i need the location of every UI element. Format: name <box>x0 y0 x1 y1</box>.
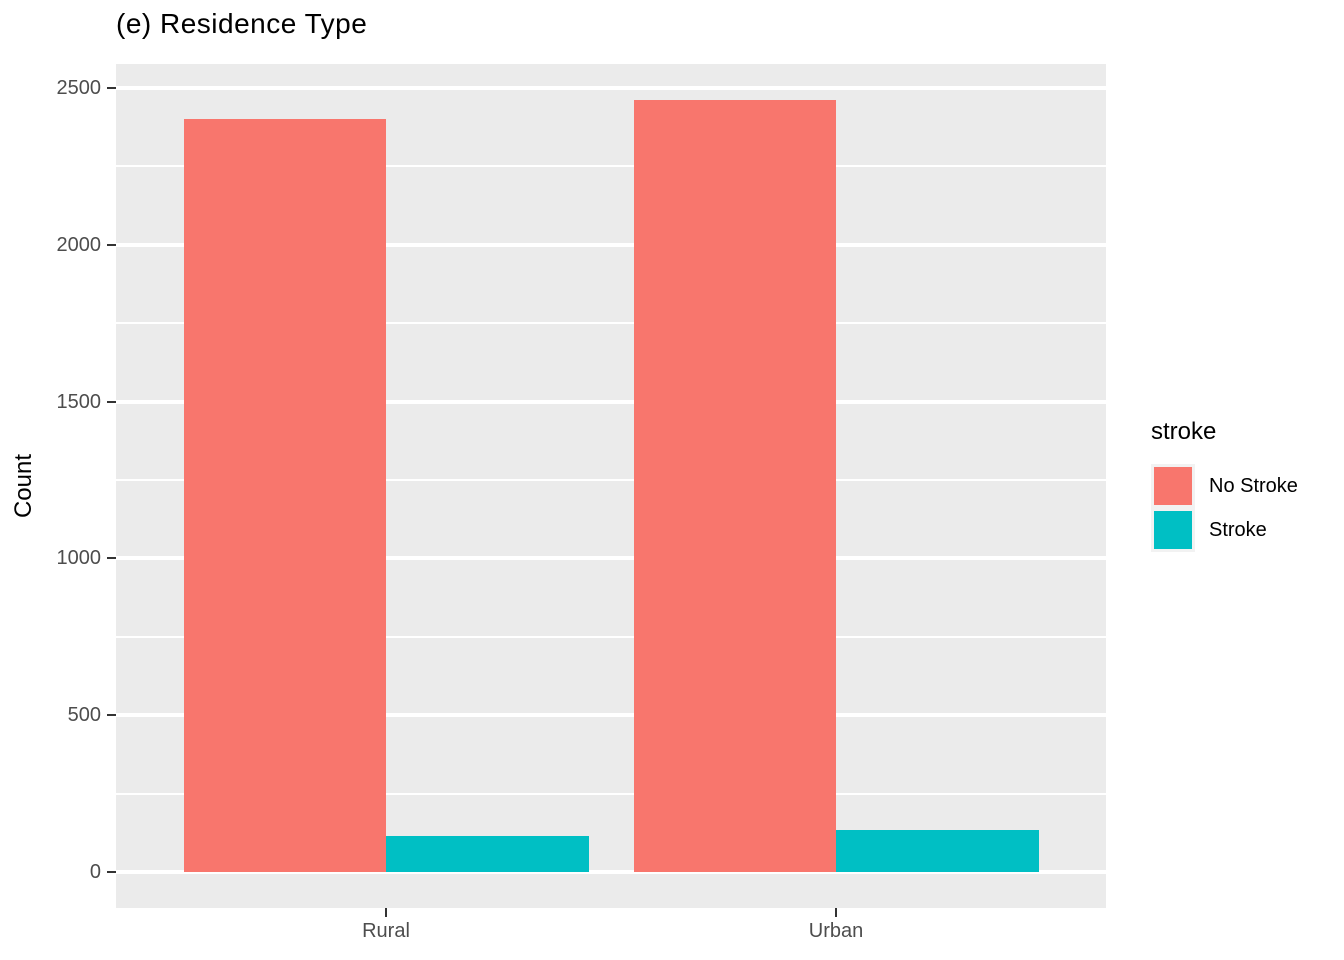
y-axis-tick-label: 500 <box>67 704 101 727</box>
stroke-swatch <box>1154 511 1192 549</box>
legend-key <box>1151 508 1195 552</box>
y-axis-tick-label: 2000 <box>56 233 102 256</box>
gridline-major <box>116 870 1106 874</box>
y-axis-tick-label: 2500 <box>56 77 102 99</box>
chart-title: (e) Residence Type <box>116 8 368 39</box>
legend-title: stroke <box>1151 418 1217 445</box>
gridline-major <box>116 242 1106 247</box>
y-axis-tick <box>107 400 116 403</box>
y-axis-tick <box>107 714 116 717</box>
gridline-minor <box>116 322 1106 325</box>
legend-item-label: No Stroke <box>1209 474 1298 497</box>
no-stroke-swatch <box>1154 467 1192 505</box>
gridline-minor <box>116 479 1106 481</box>
bar-rural-no-stroke <box>183 119 386 872</box>
legend: stroke No Stroke Stroke <box>1151 418 1298 552</box>
y-axis-tick-label: 1000 <box>56 547 102 570</box>
y-axis-tick <box>107 871 116 873</box>
y-axis-tick-label: 0 <box>89 861 101 883</box>
legend-item-no-stroke: No Stroke <box>1151 464 1298 508</box>
y-axis-tick <box>107 557 116 560</box>
gridline-major <box>116 713 1106 718</box>
gridline-major <box>116 556 1106 561</box>
bar-urban-stroke <box>836 829 1039 872</box>
bar-rural-stroke <box>386 836 589 872</box>
legend-item-stroke: Stroke <box>1151 508 1298 552</box>
legend-key <box>1151 464 1195 508</box>
y-axis-tick <box>107 87 116 89</box>
bar-urban-no-stroke <box>633 100 836 872</box>
gridline-major <box>116 399 1106 404</box>
x-axis-label: Urban <box>808 920 864 942</box>
gridline-minor <box>116 165 1106 168</box>
x-axis-label: Rural <box>362 920 410 942</box>
gridline-major <box>116 86 1106 90</box>
gridline-minor <box>116 792 1106 795</box>
legend-item-label: Stroke <box>1209 518 1267 541</box>
y-axis-tick <box>107 243 116 246</box>
plot-panel <box>116 64 1106 908</box>
x-axis-tick <box>385 908 387 917</box>
y-axis-tick-label: 1500 <box>56 390 102 413</box>
y-axis-title: Count <box>10 453 37 519</box>
x-axis-tick <box>835 908 837 917</box>
gridline-minor <box>116 635 1106 638</box>
